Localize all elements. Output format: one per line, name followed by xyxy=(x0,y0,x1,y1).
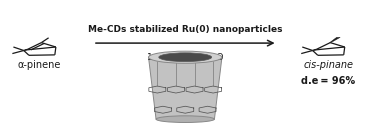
Polygon shape xyxy=(330,37,340,43)
Ellipse shape xyxy=(149,51,222,63)
Polygon shape xyxy=(149,57,222,119)
Text: cis-pinane: cis-pinane xyxy=(304,60,353,70)
Ellipse shape xyxy=(156,116,214,123)
Text: α-pinene: α-pinene xyxy=(18,60,61,70)
Ellipse shape xyxy=(159,53,212,62)
Text: d.e = 96%: d.e = 96% xyxy=(301,76,355,86)
Text: Me-CDs stabilized Ru(0) nanoparticles: Me-CDs stabilized Ru(0) nanoparticles xyxy=(88,25,282,34)
Text: 1 bar H₂, RT, H₂O: 1 bar H₂, RT, H₂O xyxy=(147,52,223,61)
